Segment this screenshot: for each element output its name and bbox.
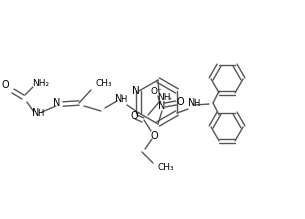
Text: O: O: [150, 131, 158, 141]
Text: O: O: [176, 97, 184, 107]
Text: N: N: [132, 86, 140, 96]
Text: H: H: [37, 108, 43, 118]
Text: O⁻: O⁻: [150, 88, 162, 97]
Text: O: O: [1, 80, 9, 90]
Text: H: H: [120, 95, 126, 104]
Text: NH: NH: [157, 94, 171, 102]
Text: N: N: [115, 94, 123, 104]
Text: N: N: [158, 101, 166, 111]
Text: N: N: [188, 98, 196, 108]
Text: CH₃: CH₃: [96, 79, 112, 88]
Text: NH₂: NH₂: [32, 78, 49, 88]
Text: CH₃: CH₃: [158, 164, 174, 173]
Text: N: N: [32, 108, 40, 118]
Text: ⁺: ⁺: [167, 97, 171, 106]
Text: N: N: [53, 98, 61, 108]
Text: O: O: [130, 111, 138, 121]
Text: H: H: [193, 99, 199, 108]
